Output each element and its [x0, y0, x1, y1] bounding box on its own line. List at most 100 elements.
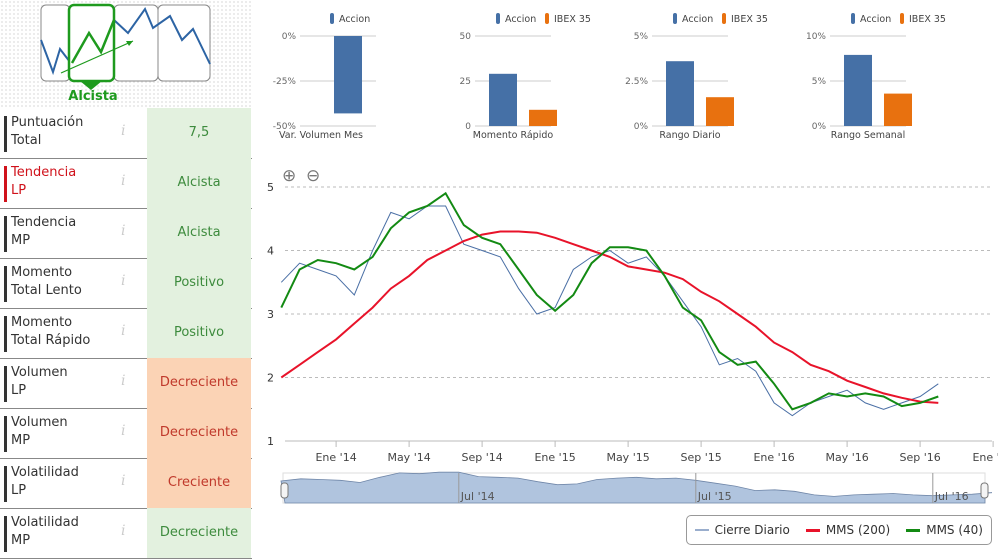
info-icon[interactable]: i — [121, 173, 125, 189]
x-tick: Sep '14 — [461, 451, 502, 464]
y-tick: 5% — [812, 77, 827, 87]
bar-accion[interactable] — [334, 36, 362, 113]
legend-label: IBEX 35 — [554, 14, 591, 25]
x-tick: May '14 — [387, 451, 430, 464]
row-marker — [4, 216, 7, 252]
y-tick: 50 — [460, 32, 472, 42]
legend-mms40[interactable]: MMS (40) — [926, 523, 983, 537]
y-tick: 3 — [267, 308, 274, 321]
info-icon[interactable]: i — [121, 473, 125, 489]
series-cierre-diario[interactable] — [281, 206, 938, 416]
legend-swatch — [496, 13, 500, 24]
x-tick: May '15 — [606, 451, 649, 464]
x-label: Rango Diario — [659, 130, 720, 141]
y-tick: 0% — [812, 122, 827, 132]
y-tick: 0% — [634, 122, 649, 132]
bar-ibex-35[interactable] — [529, 110, 557, 126]
x-label: Var. Volumen Mes — [279, 130, 363, 141]
legend-close-swatch — [695, 529, 709, 531]
y-tick: 0 — [465, 122, 471, 132]
x-tick: Ene '17 — [972, 451, 998, 464]
y-tick: 4 — [267, 245, 274, 258]
y-tick: 0% — [282, 32, 297, 42]
y-tick: 2 — [267, 372, 274, 385]
row-marker — [4, 366, 7, 402]
bar-accion[interactable] — [489, 74, 517, 126]
legend-mms200-swatch — [806, 529, 820, 532]
legend-label: Accion — [505, 14, 536, 25]
x-label: Momento Rápido — [473, 130, 554, 141]
legend-close[interactable]: Cierre Diario — [715, 523, 790, 537]
info-icon[interactable]: i — [121, 373, 125, 389]
row-marker — [4, 116, 7, 152]
info-icon[interactable]: i — [121, 223, 125, 239]
info-icon[interactable]: i — [121, 123, 125, 139]
info-icon[interactable]: i — [121, 273, 125, 289]
legend-swatch — [330, 13, 334, 24]
bar-ibex-35[interactable] — [706, 97, 734, 126]
row-value: Alcista — [147, 208, 251, 258]
zoom-in-icon[interactable]: ⊕ — [282, 166, 296, 186]
row-value: Creciente — [147, 458, 251, 508]
row-marker — [4, 516, 7, 552]
legend-swatch — [673, 13, 677, 24]
x-tick: Ene '14 — [315, 451, 356, 464]
row-marker — [4, 166, 7, 202]
navigator-right-handle[interactable] — [981, 483, 988, 498]
navigator-label: Jul '16 — [934, 490, 969, 503]
chart-legend: Cierre Diario MMS (200) MMS (40) — [686, 515, 992, 545]
y-tick: 1 — [267, 435, 274, 448]
legend-swatch — [722, 13, 726, 24]
row-marker — [4, 466, 7, 502]
legend-mms200[interactable]: MMS (200) — [826, 523, 890, 537]
legend-label: Accion — [339, 14, 370, 25]
legend-swatch — [900, 13, 904, 24]
legend-mms40-swatch — [906, 529, 920, 532]
row-value: Decreciente — [147, 508, 251, 558]
navigator-left-handle[interactable] — [281, 483, 288, 498]
row-value: Positivo — [147, 258, 251, 308]
x-tick: May '16 — [825, 451, 868, 464]
bar-accion[interactable] — [844, 55, 872, 126]
row-value: Alcista — [147, 158, 251, 208]
legend-swatch — [545, 13, 549, 24]
row-value: Decreciente — [147, 358, 251, 408]
info-icon[interactable]: i — [121, 523, 125, 539]
bar-accion[interactable] — [666, 61, 694, 126]
legend-label: Accion — [682, 14, 713, 25]
x-tick: Ene '16 — [753, 451, 794, 464]
y-tick: 10% — [806, 32, 826, 42]
trend-widget: Alcista — [0, 0, 252, 108]
row-value: Positivo — [147, 308, 251, 358]
bar-ibex-35[interactable] — [884, 94, 912, 126]
row-marker — [4, 266, 7, 302]
legend-label: IBEX 35 — [909, 14, 946, 25]
info-icon[interactable]: i — [121, 323, 125, 339]
x-tick: Sep '16 — [899, 451, 940, 464]
y-tick: -25% — [273, 77, 297, 87]
row-value: 7,5 — [147, 108, 251, 158]
legend-label: Accion — [860, 14, 891, 25]
info-icon[interactable]: i — [121, 423, 125, 439]
y-tick: 5 — [267, 181, 274, 194]
zoom-out-icon[interactable]: ⊖ — [306, 166, 320, 186]
navigator-label: Jul '14 — [460, 490, 495, 503]
y-tick: 5% — [634, 32, 649, 42]
